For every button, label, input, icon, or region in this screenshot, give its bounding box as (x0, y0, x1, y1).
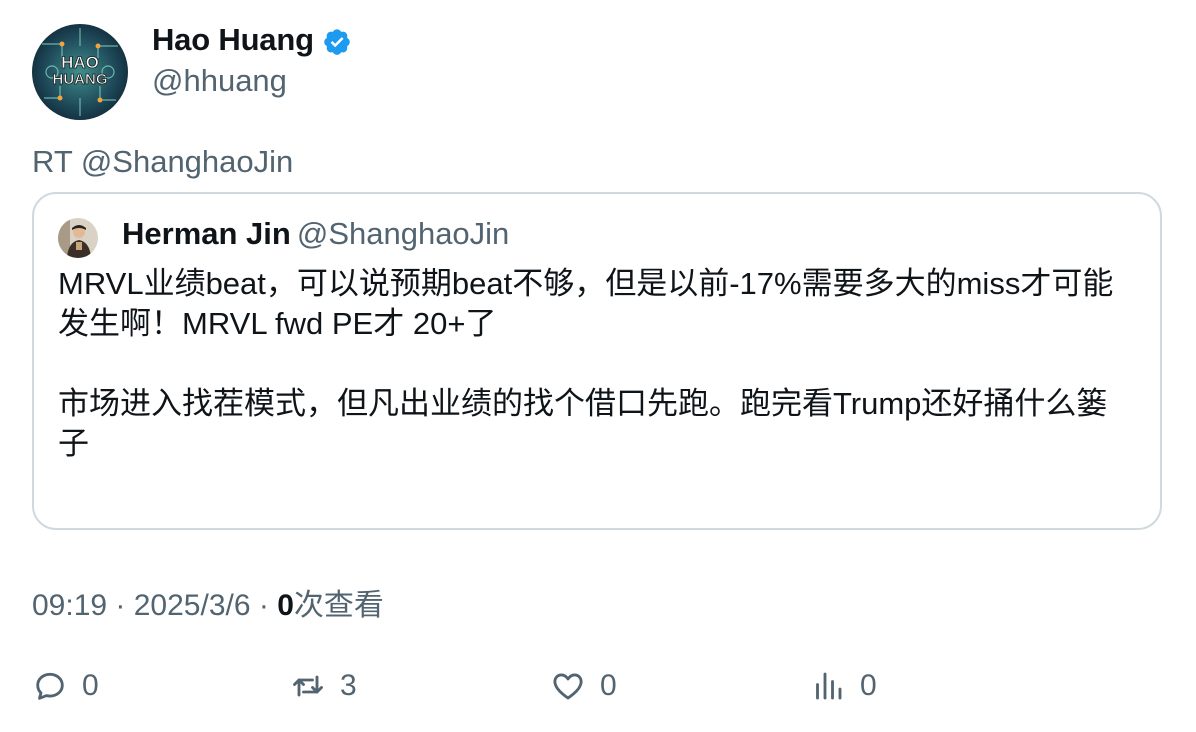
author-name-row: Hao Huang (152, 22, 352, 58)
tweet-meta: 09:19 · 2025/3/6 · 0次查看 (32, 580, 384, 624)
quoted-tweet-text: MRVL业绩beat，可以说预期beat不够，但是以前-17%需要多大的miss… (58, 264, 1138, 464)
avatar-text-line1: HAO (61, 53, 99, 72)
views-button[interactable]: 0 (810, 664, 877, 708)
retweet-icon (293, 675, 323, 697)
quoted-header: Herman Jin @ShanghaoJin (122, 216, 509, 252)
reply-icon (36, 672, 64, 700)
like-button[interactable]: 0 (550, 664, 617, 708)
author-display-name[interactable]: Hao Huang (152, 22, 314, 57)
avatar-text-line2: HUANG (53, 71, 108, 88)
quoted-author-avatar[interactable] (58, 218, 98, 258)
views-label: 次查看 (293, 589, 384, 622)
views-action-count: 0 (860, 669, 877, 702)
retweet-button[interactable]: 3 (290, 664, 357, 708)
quoted-paragraph-2: 市场进入找茬模式，但凡出业绩的找个借口先跑。跑完看Trump还好捅什么篓子 (58, 386, 1108, 461)
views-count: 0 (277, 589, 294, 622)
quoted-display-name[interactable]: Herman Jin (122, 216, 291, 251)
retweet-line: RT @ShanghaoJin (32, 144, 294, 179)
retweet-count: 3 (340, 669, 357, 702)
author-avatar[interactable]: HAO HUANG (32, 24, 128, 120)
quoted-paragraph-1: MRVL业绩beat，可以说预期beat不够，但是以前-17%需要多大的miss… (58, 266, 1114, 341)
analytics-icon (816, 672, 842, 700)
reply-count: 0 (82, 669, 99, 702)
action-bar: 0 3 0 0 (32, 664, 1162, 708)
quoted-tweet-card[interactable]: Herman Jin @ShanghaoJin MRVL业绩beat，可以说预期b… (32, 192, 1162, 530)
verified-badge-icon[interactable] (322, 27, 352, 57)
like-count: 0 (600, 669, 617, 702)
tweet-date[interactable]: 2025/3/6 (133, 589, 251, 622)
meta-separator: · (250, 589, 278, 622)
author-handle[interactable]: @hhuang (152, 63, 287, 98)
quoted-handle[interactable]: @ShanghaoJin (296, 216, 510, 251)
meta-separator: · (107, 589, 134, 622)
reply-button[interactable]: 0 (32, 664, 99, 708)
heart-icon (553, 673, 583, 700)
tweet-time[interactable]: 09:19 (32, 589, 108, 622)
